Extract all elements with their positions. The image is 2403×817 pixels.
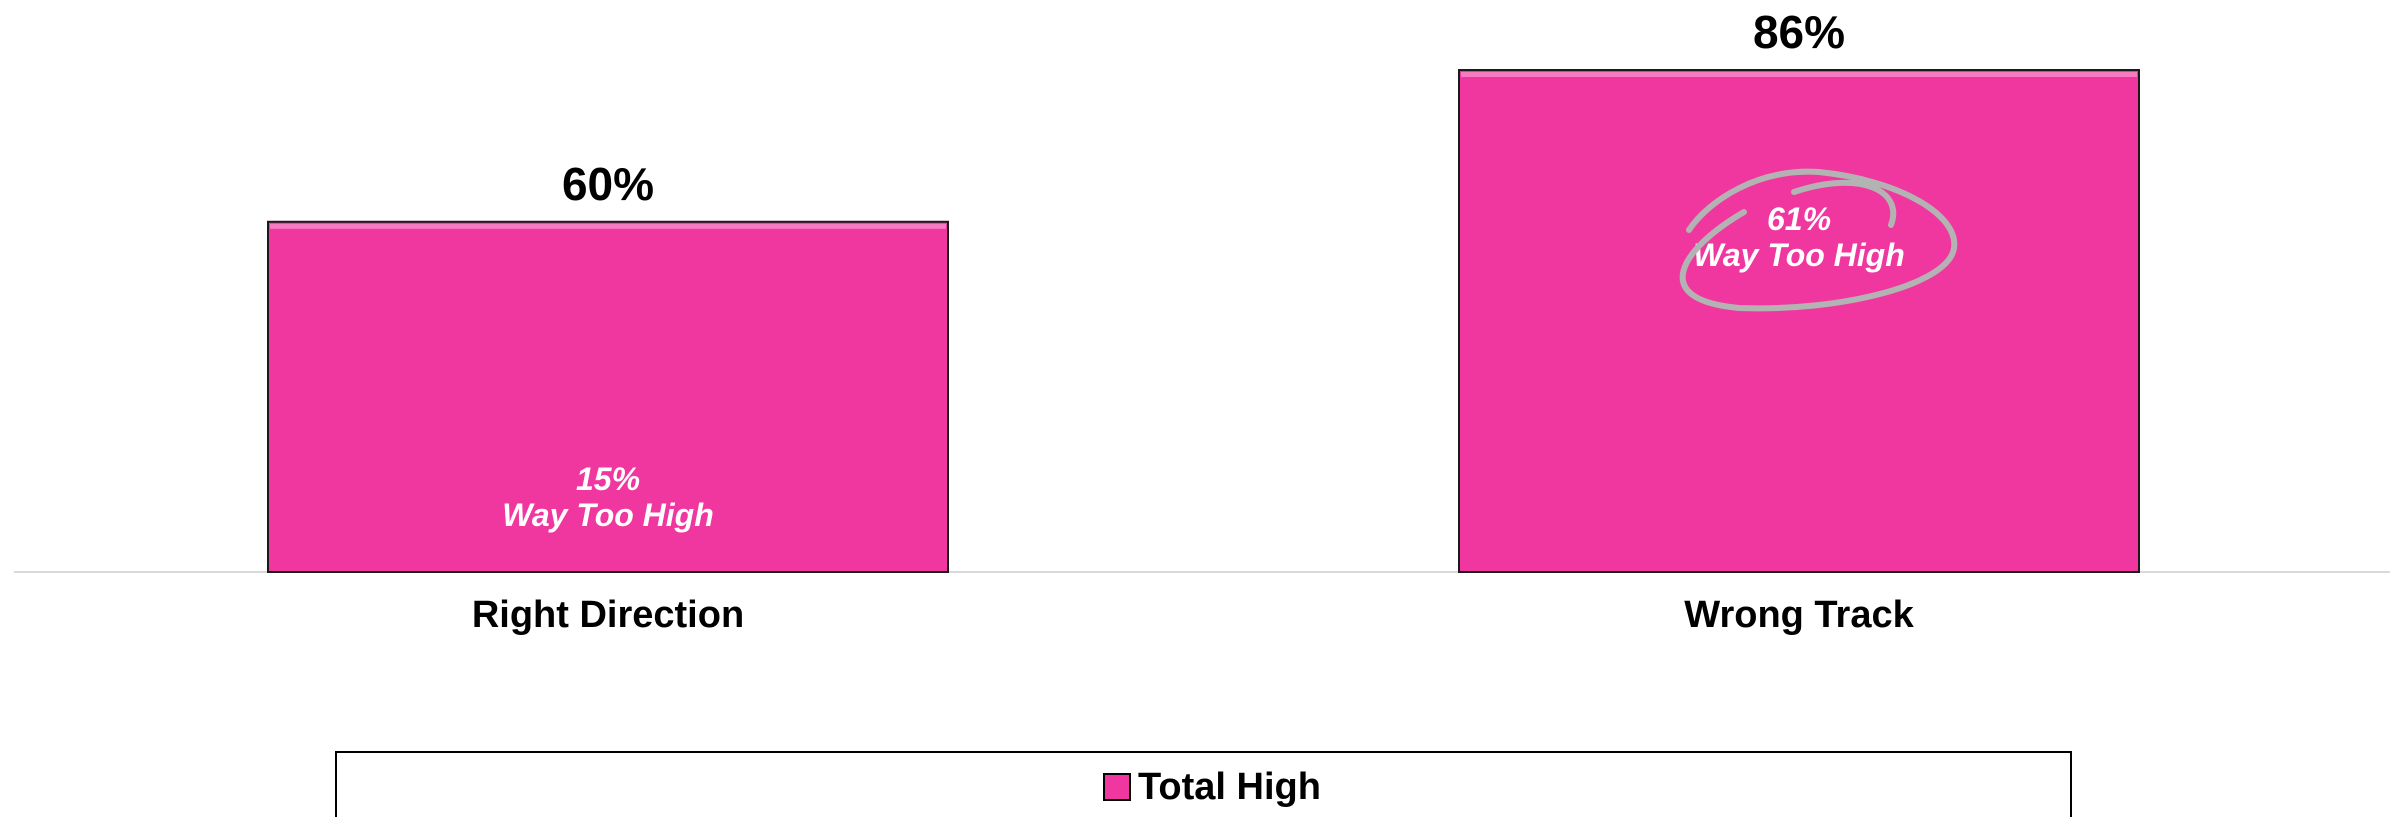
legend-swatch xyxy=(1103,773,1131,801)
category-label-0: Right Direction xyxy=(472,594,744,636)
annotation-0-line-0: 15% xyxy=(576,461,640,497)
value-label-0: 60% xyxy=(562,158,654,210)
annotation-1-line-1: Way Too High xyxy=(1693,237,1905,273)
category-labels-group: Right Direction Wrong Track xyxy=(472,594,1915,636)
bar-highlight-1 xyxy=(1461,72,2137,77)
annotation-circle-1 xyxy=(1679,168,1958,312)
value-label-1: 86% xyxy=(1753,6,1845,58)
bar-1 xyxy=(1458,69,2140,573)
bar-0 xyxy=(267,220,949,573)
bar-highlight-0 xyxy=(270,223,946,229)
annotation-1-line-0: 61% xyxy=(1767,201,1831,237)
annotation-0-line-1: Way Too High xyxy=(502,497,714,533)
category-label-1: Wrong Track xyxy=(1684,594,1914,636)
legend-label: Total High xyxy=(1138,766,1321,808)
bars-group xyxy=(267,69,2140,573)
value-labels-group: 60% 86% xyxy=(562,6,1845,210)
legend: Total High xyxy=(335,751,2072,817)
legend-box xyxy=(335,751,2072,817)
